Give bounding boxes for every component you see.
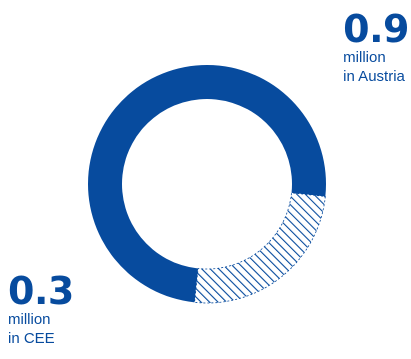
austria-label: 0.9 million in Austria (343, 10, 409, 86)
donut-slices (88, 65, 327, 304)
austria-value: 0.9 (343, 7, 409, 51)
austria-region: in Austria (343, 68, 405, 85)
cee-label: 0.3 million in CEE (8, 272, 74, 348)
slice-in-cee (194, 192, 326, 304)
austria-unit: million (343, 49, 386, 66)
cee-region: in CEE (8, 330, 55, 347)
cee-value: 0.3 (8, 269, 74, 313)
cee-unit: million (8, 311, 51, 328)
